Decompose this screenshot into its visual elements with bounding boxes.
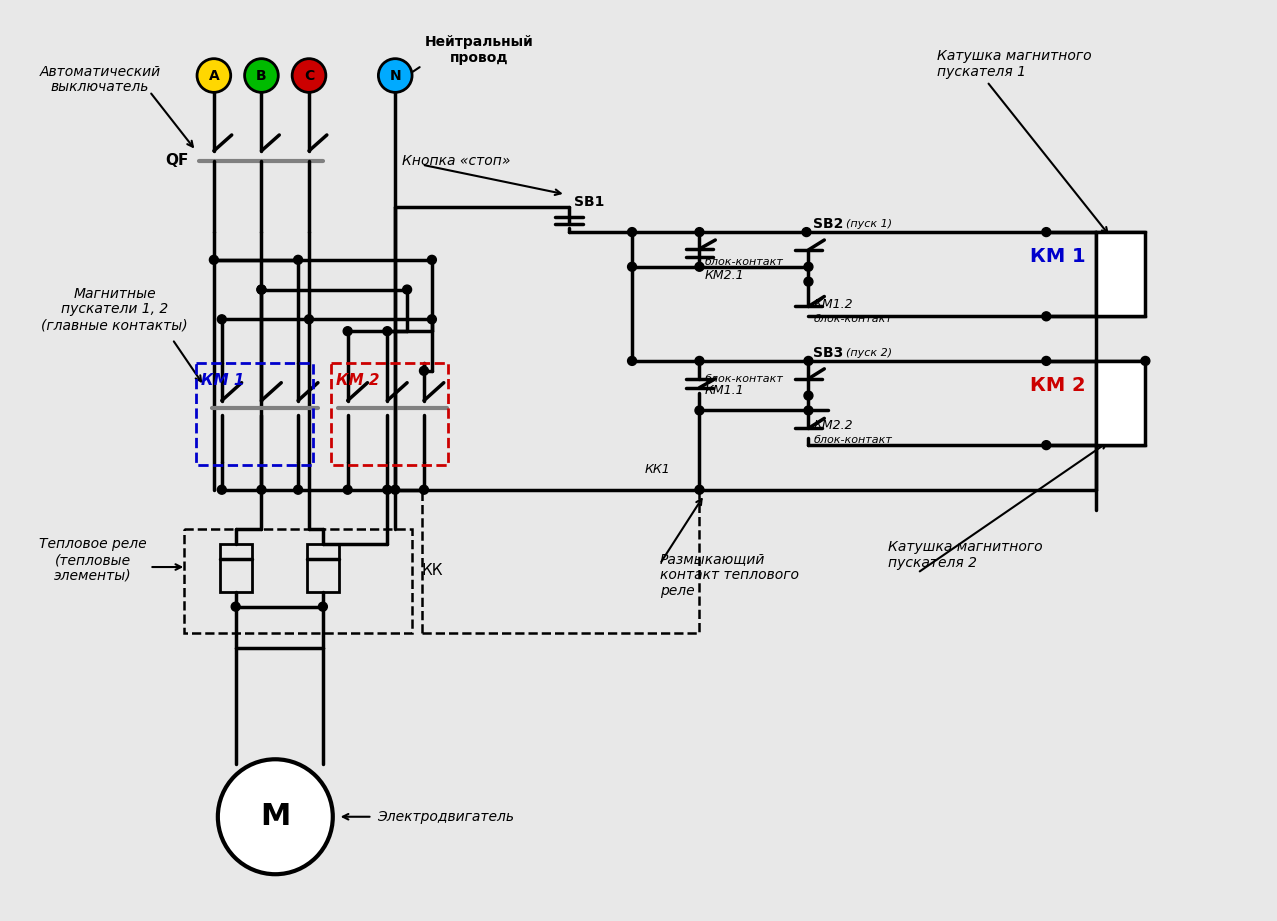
Text: пускателя 2: пускателя 2 bbox=[888, 556, 977, 570]
Circle shape bbox=[383, 327, 392, 335]
Circle shape bbox=[245, 59, 278, 92]
Text: SB3: SB3 bbox=[813, 346, 844, 360]
Text: SB2: SB2 bbox=[813, 217, 844, 231]
Text: КМ1.1: КМ1.1 bbox=[705, 384, 744, 397]
Text: Нейтральный: Нейтральный bbox=[425, 35, 534, 49]
Circle shape bbox=[805, 277, 813, 286]
FancyBboxPatch shape bbox=[1096, 232, 1145, 316]
Circle shape bbox=[383, 485, 392, 495]
Circle shape bbox=[428, 315, 437, 324]
Circle shape bbox=[209, 255, 218, 264]
Circle shape bbox=[257, 286, 266, 294]
Circle shape bbox=[304, 315, 313, 324]
Text: SB1: SB1 bbox=[573, 195, 604, 209]
Circle shape bbox=[294, 485, 303, 495]
Text: A: A bbox=[208, 68, 220, 83]
Circle shape bbox=[257, 286, 266, 294]
Circle shape bbox=[802, 227, 811, 237]
Text: Катушка магнитного: Катушка магнитного bbox=[937, 49, 1092, 63]
Text: провод: провод bbox=[451, 51, 508, 64]
Circle shape bbox=[420, 367, 428, 375]
Text: Размыкающий: Размыкающий bbox=[660, 552, 765, 566]
Circle shape bbox=[627, 262, 636, 271]
Circle shape bbox=[805, 391, 813, 400]
Circle shape bbox=[1042, 356, 1051, 366]
Text: КМ 1: КМ 1 bbox=[200, 373, 244, 389]
Text: блок-контакт: блок-контакт bbox=[705, 257, 783, 267]
Circle shape bbox=[1042, 312, 1051, 321]
Text: выключатель: выключатель bbox=[51, 80, 149, 95]
Text: КМ2.1: КМ2.1 bbox=[705, 269, 744, 282]
Text: элементы): элементы) bbox=[54, 569, 132, 583]
Circle shape bbox=[420, 485, 428, 495]
Text: (главные контакты): (главные контакты) bbox=[41, 319, 188, 332]
Text: (пуск 1): (пуск 1) bbox=[847, 219, 893, 229]
Text: Тепловое реле: Тепловое реле bbox=[40, 537, 147, 552]
Circle shape bbox=[257, 485, 266, 495]
Circle shape bbox=[805, 262, 813, 271]
Circle shape bbox=[391, 485, 400, 495]
Circle shape bbox=[378, 59, 412, 92]
Circle shape bbox=[805, 406, 813, 415]
Text: (пуск 2): (пуск 2) bbox=[847, 348, 893, 358]
Text: КМ 1: КМ 1 bbox=[1031, 247, 1085, 266]
Text: контакт теплового: контакт теплового bbox=[660, 568, 799, 582]
Circle shape bbox=[695, 227, 704, 237]
Circle shape bbox=[1140, 356, 1149, 366]
Circle shape bbox=[344, 327, 352, 335]
FancyBboxPatch shape bbox=[1096, 361, 1145, 445]
Circle shape bbox=[695, 485, 704, 495]
Circle shape bbox=[344, 485, 352, 495]
Circle shape bbox=[1042, 227, 1051, 237]
Text: Кнопка «стоп»: Кнопка «стоп» bbox=[402, 154, 511, 168]
Circle shape bbox=[402, 286, 411, 294]
Text: КК: КК bbox=[421, 564, 443, 578]
Text: блок-контакт: блок-контакт bbox=[813, 314, 893, 324]
Text: N: N bbox=[389, 68, 401, 83]
Text: КМ 2: КМ 2 bbox=[1031, 376, 1085, 395]
Circle shape bbox=[695, 262, 704, 271]
Circle shape bbox=[1042, 440, 1051, 449]
Text: Катушка магнитного: Катушка магнитного bbox=[888, 541, 1042, 554]
Circle shape bbox=[695, 356, 704, 366]
Circle shape bbox=[695, 406, 704, 415]
Circle shape bbox=[292, 59, 326, 92]
Text: блок-контакт: блок-контакт bbox=[813, 436, 893, 445]
Circle shape bbox=[627, 356, 636, 366]
Text: QF: QF bbox=[166, 153, 189, 169]
Text: КК1: КК1 bbox=[645, 463, 670, 476]
Text: КМ 2: КМ 2 bbox=[336, 373, 379, 389]
Text: пускатели 1, 2: пускатели 1, 2 bbox=[61, 302, 169, 317]
Text: C: C bbox=[304, 68, 314, 83]
Circle shape bbox=[218, 759, 333, 874]
Circle shape bbox=[294, 255, 303, 264]
Circle shape bbox=[217, 315, 226, 324]
Circle shape bbox=[197, 59, 231, 92]
Text: реле: реле bbox=[660, 584, 695, 598]
Text: Автоматический: Автоматический bbox=[40, 64, 161, 78]
Text: блок-контакт: блок-контакт bbox=[705, 374, 783, 384]
Circle shape bbox=[217, 485, 226, 495]
Circle shape bbox=[428, 255, 437, 264]
Text: КМ1.2: КМ1.2 bbox=[813, 297, 853, 311]
Circle shape bbox=[318, 602, 327, 612]
Text: Магнитные: Магнитные bbox=[74, 286, 156, 300]
Text: Электродвигатель: Электродвигатель bbox=[378, 810, 515, 823]
Text: пускателя 1: пускателя 1 bbox=[937, 64, 1027, 78]
Circle shape bbox=[231, 602, 240, 612]
Text: (тепловые: (тепловые bbox=[55, 554, 132, 567]
Text: КМ2.2: КМ2.2 bbox=[813, 419, 853, 432]
Text: M: M bbox=[261, 802, 290, 832]
Text: B: B bbox=[257, 68, 267, 83]
Circle shape bbox=[805, 356, 813, 366]
Circle shape bbox=[627, 227, 636, 237]
